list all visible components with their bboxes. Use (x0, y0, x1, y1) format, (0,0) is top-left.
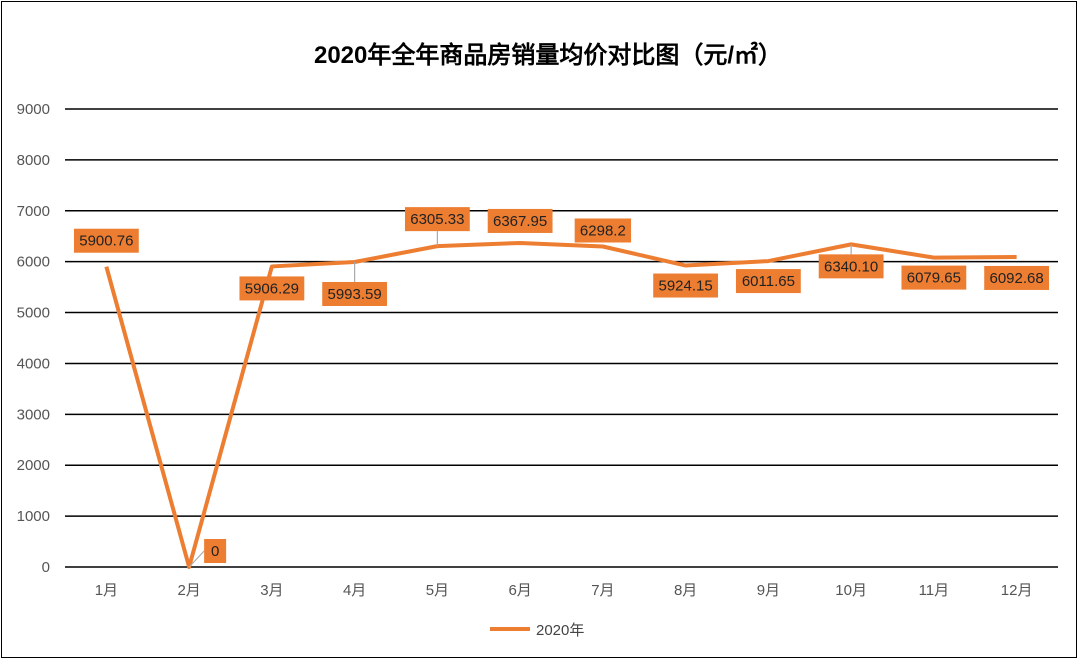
data-label-box (322, 281, 388, 306)
data-label: 5906.29 (245, 280, 299, 297)
y-tick-label: 3000 (17, 406, 50, 423)
data-label-box (574, 218, 632, 243)
y-tick-label: 5000 (17, 305, 50, 322)
data-label: 6011.65 (742, 273, 795, 290)
x-axis: 1月 2月 3月 4月 5月 6月 7月 8月 9月 10月 11月 12月 (95, 582, 1033, 599)
x-tick-label: 7月 (591, 582, 614, 599)
x-tick-label: 4月 (343, 582, 366, 599)
y-tick-label: 2000 (17, 457, 50, 474)
data-label-box (653, 273, 719, 298)
data-label-box (735, 269, 801, 294)
grid (65, 108, 1058, 568)
data-label: 6367.95 (493, 213, 547, 230)
x-tick-label: 10月 (835, 582, 867, 599)
data-label-box (487, 208, 553, 233)
y-tick-label: 1000 (17, 508, 50, 525)
x-tick-label: 2月 (177, 582, 200, 599)
data-label: 6305.33 (410, 211, 464, 228)
data-label: 0 (211, 543, 219, 560)
x-tick-label: 6月 (508, 582, 531, 599)
data-label: 5993.59 (328, 286, 382, 303)
chart-title: 2020年全年商品房销量均价对比图（元/㎡） (314, 41, 782, 69)
x-tick-label: 3月 (260, 582, 283, 599)
label-leader (188, 550, 205, 568)
data-label-box (984, 265, 1050, 290)
legend: 2020年 (490, 622, 584, 639)
data-label: 5900.76 (79, 233, 133, 250)
data-label-box (73, 228, 139, 253)
y-tick-label: 4000 (17, 355, 50, 372)
y-tick-label: 8000 (17, 152, 50, 169)
data-label: 6298.2 (580, 222, 626, 239)
x-tick-label: 5月 (426, 582, 449, 599)
data-label-box (239, 276, 305, 301)
series-layer (104, 240, 1017, 569)
data-label: 6092.68 (990, 270, 1044, 287)
x-tick-label: 1月 (95, 582, 118, 599)
series-line (104, 240, 1017, 569)
data-labels: 5900.76 0 5906.29 5993.59 6305.33 6367.95 6298… (73, 207, 1050, 568)
y-tick-label: 9000 (17, 101, 50, 118)
y-tick-label: 6000 (17, 254, 50, 271)
data-label-box (204, 539, 227, 563)
legend-label: 2020年 (536, 622, 584, 639)
x-tick-label: 12月 (1001, 582, 1033, 599)
x-tick-label: 9月 (757, 582, 780, 599)
y-tick-label: 0 (42, 559, 50, 576)
y-tick-label: 7000 (17, 203, 50, 220)
data-label: 5924.15 (659, 278, 713, 295)
y-axis: 0 1000 2000 3000 4000 5000 6000 7000 8000 9000 (17, 101, 50, 576)
data-label: 6079.65 (907, 270, 961, 287)
data-label-box (818, 254, 884, 279)
data-label-box (404, 207, 470, 232)
x-tick-label: 11月 (919, 582, 950, 599)
x-tick-label: 8月 (674, 582, 697, 599)
data-label: 6340.10 (824, 258, 878, 275)
data-label-box (901, 265, 967, 290)
